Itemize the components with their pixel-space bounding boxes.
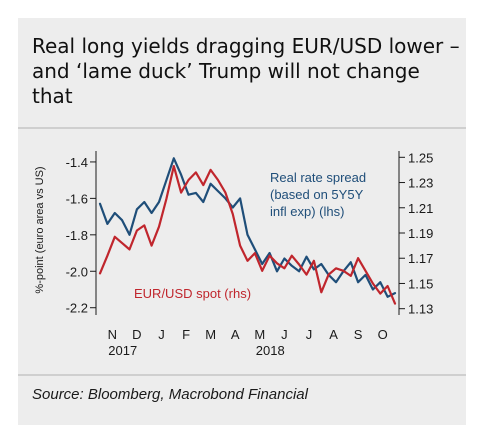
left-axis-title: %-point (euro area vs US) (34, 166, 46, 293)
x-tick-label: A (329, 327, 338, 342)
right-axis-ticks: 1.25 1.23 1.21 1.19 1.17 1.15 1.13 (399, 150, 433, 317)
right-tick-label: 1.17 (408, 251, 433, 266)
right-tick-label: 1.25 (408, 150, 433, 165)
x-tick-label: N (108, 327, 117, 342)
eurusd-spot-line (98, 164, 397, 305)
real-rate-annotation-line2: (based on 5Y5Y (270, 187, 364, 202)
source-divider (18, 374, 466, 376)
real-rate-spread-line (98, 157, 397, 298)
eurusd-annotation: EUR/USD spot (rhs) (134, 286, 251, 301)
chart-title: Real long yields dragging EUR/USD lower … (32, 34, 460, 108)
x-tick-label: J (281, 327, 288, 342)
x-tick-label: A (231, 327, 240, 342)
x-year-label: 2017 (108, 343, 137, 358)
chart-panel (18, 18, 466, 425)
x-year-label: 2018 (256, 343, 285, 358)
left-axis-ticks: -1.4 -1.6 -1.8 -2.0 -2.2 (66, 155, 96, 316)
x-tick-label: S (354, 327, 363, 342)
right-tick-label: 1.21 (408, 201, 433, 216)
x-tick-label: O (378, 327, 388, 342)
left-tick-label: -1.8 (66, 228, 88, 243)
left-tick-label: -1.6 (66, 191, 88, 206)
x-tick-label: M (254, 327, 265, 342)
line-chart: %-point (euro area vs US) -1.4 -1.6 -1.8 -2… (34, 150, 433, 358)
x-tick-label: F (182, 327, 190, 342)
left-tick-label: -2.2 (66, 301, 88, 316)
real-rate-annotation-line1: Real rate spread (270, 170, 366, 185)
series-layer (98, 157, 397, 305)
left-tick-label: -1.4 (66, 155, 88, 170)
real-rate-annotation-line3: infl exp) (lhs) (270, 204, 344, 219)
x-tick-label: D (132, 327, 141, 342)
x-tick-label: J (306, 327, 313, 342)
right-tick-label: 1.19 (408, 226, 433, 241)
title-divider (18, 127, 466, 129)
x-tick-label: J (158, 327, 165, 342)
left-tick-label: -2.0 (66, 264, 88, 279)
right-tick-label: 1.23 (408, 176, 433, 191)
x-tick-label: M (205, 327, 216, 342)
right-tick-label: 1.15 (408, 276, 433, 291)
right-tick-label: 1.13 (408, 302, 433, 317)
source-note: Source: Bloomberg, Macrobond Financial (32, 386, 308, 403)
